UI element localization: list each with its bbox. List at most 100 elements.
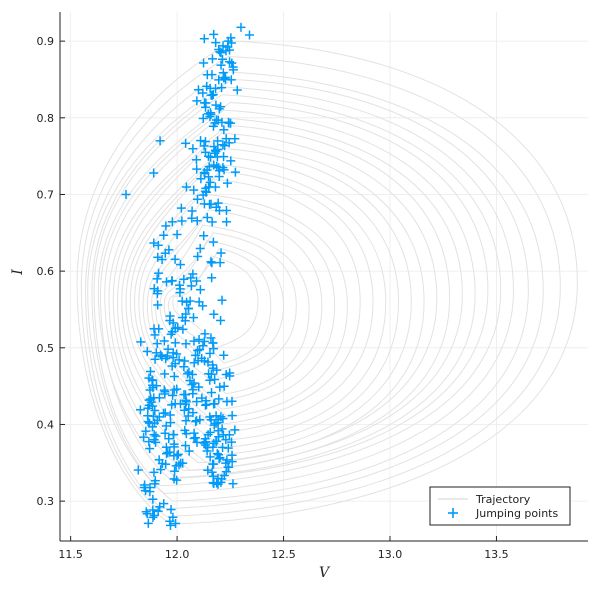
jumping-point xyxy=(169,430,179,440)
jumping-point xyxy=(217,424,227,434)
y-tick-label: 0.6 xyxy=(37,265,55,278)
x-tick-label: 12.5 xyxy=(271,548,296,561)
jumping-point xyxy=(160,369,170,379)
trajectory-line xyxy=(116,140,425,464)
legend-box xyxy=(429,486,571,526)
jumping-point xyxy=(201,187,211,197)
jumping-point xyxy=(160,408,170,418)
jumping-point xyxy=(144,437,154,447)
jumping-point xyxy=(160,248,170,258)
jumping-point xyxy=(142,346,152,356)
y-tick-label: 0.7 xyxy=(37,188,55,201)
jumping-point xyxy=(186,281,196,291)
jumping-point xyxy=(193,356,203,366)
jumping-point xyxy=(205,427,215,437)
jumping-point xyxy=(173,449,183,459)
jumping-point xyxy=(188,144,198,154)
jumping-point xyxy=(175,288,185,298)
jumping-point xyxy=(150,476,160,486)
jumping-point xyxy=(212,478,222,488)
jumping-point xyxy=(193,85,203,95)
jumping-point xyxy=(202,70,212,80)
jumping-point xyxy=(219,125,229,135)
jumping-point xyxy=(178,324,188,334)
jumping-point xyxy=(159,230,169,240)
jumping-point xyxy=(147,375,157,385)
jumping-point xyxy=(220,72,230,82)
jumping-point xyxy=(169,442,179,452)
jumping-point xyxy=(167,276,177,286)
jumping-point xyxy=(218,68,228,78)
jumping-point xyxy=(175,260,185,270)
trajectory-line xyxy=(138,178,361,425)
jumping-point xyxy=(149,467,159,477)
jumping-point xyxy=(148,383,158,393)
jumping-point xyxy=(208,442,218,452)
jumping-point xyxy=(166,329,176,339)
grid-lines xyxy=(60,12,588,541)
jumping-point xyxy=(195,285,205,295)
jumping-point xyxy=(187,380,197,390)
jumping-point xyxy=(188,385,198,395)
jumping-point xyxy=(227,457,237,467)
trajectory-line xyxy=(129,163,387,441)
jumping-point xyxy=(142,509,152,519)
jumping-point xyxy=(172,230,182,240)
jumping-point xyxy=(211,38,221,48)
jumping-point xyxy=(189,358,199,368)
jumping-point xyxy=(198,113,208,123)
jumping-point xyxy=(135,405,145,415)
jumping-point xyxy=(205,177,215,187)
trajectory-line xyxy=(87,78,529,502)
jumping-point xyxy=(216,60,226,70)
jumping-point xyxy=(187,206,197,216)
jumping-point xyxy=(136,337,146,347)
jumping-point xyxy=(172,475,182,485)
jumping-point xyxy=(211,83,221,93)
jumping-point xyxy=(206,257,216,267)
jumping-point xyxy=(215,258,225,268)
jumping-point xyxy=(149,238,159,248)
jumping-point xyxy=(195,415,205,425)
jumping-point xyxy=(145,483,155,493)
jumping-point xyxy=(165,447,175,457)
jumping-point xyxy=(192,164,202,174)
trajectory-line xyxy=(151,209,323,402)
jumping-point xyxy=(202,81,212,91)
jumping-point xyxy=(170,254,180,264)
x-tick-label: 13.5 xyxy=(484,548,509,561)
jumping-point xyxy=(185,376,195,386)
trajectory-line xyxy=(85,71,544,510)
jumping-point xyxy=(203,357,213,367)
tick-labels: 11.5 12.0 12.5 13.0 13.5 0.3 0.4 0.5 0.6 0.7 0.8 0.… xyxy=(37,35,509,561)
jumping-point xyxy=(181,138,191,148)
jumping-point xyxy=(199,336,209,346)
jumping-point xyxy=(201,440,211,450)
jumping-point xyxy=(179,390,189,400)
jumping-point xyxy=(200,329,210,339)
jumping-point xyxy=(217,295,227,305)
trajectory-line xyxy=(104,117,463,471)
trajectory-line xyxy=(76,40,578,525)
jumping-point xyxy=(206,90,216,100)
jumping-point xyxy=(221,46,231,56)
jumping-point xyxy=(226,75,236,85)
jumping-point xyxy=(192,437,202,447)
jumping-point xyxy=(228,65,238,75)
jumping-point xyxy=(208,459,218,469)
jumping-point xyxy=(218,41,228,51)
jumping-point xyxy=(153,240,163,250)
jumping-point xyxy=(214,104,224,114)
jumping-point xyxy=(222,455,232,465)
jumping-point xyxy=(207,388,217,398)
jumping-point xyxy=(164,434,174,444)
jumping-point xyxy=(217,83,227,93)
legend-points-label: Jumping points xyxy=(475,507,558,520)
jumping-point xyxy=(236,22,246,32)
trajectory-line xyxy=(91,86,514,494)
jumping-point xyxy=(218,414,228,424)
jumping-point xyxy=(205,348,215,358)
jumping-point xyxy=(205,375,215,385)
jumping-point xyxy=(167,217,177,227)
